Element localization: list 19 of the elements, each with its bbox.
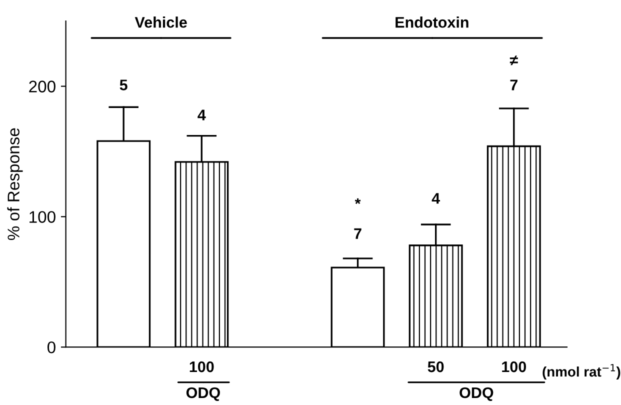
y-axis-title: % of Response (7, 128, 23, 240)
x-tick-label: 50 (428, 361, 444, 372)
text: ODQ (186, 387, 220, 401)
y-tick-label: 0 (47, 341, 56, 354)
text: (nmol rat$^{−1}$) (542, 364, 620, 380)
x-tick-label: 100 (502, 361, 526, 372)
text: ODQ (460, 387, 494, 401)
annotation: 4 (432, 193, 440, 204)
y-tick-label: 100 (30, 211, 56, 223)
annotation: * (354, 198, 361, 204)
annotation: 7 (354, 228, 362, 239)
annotation: Endotoxin (396, 16, 468, 28)
annotation: 4 (198, 110, 206, 120)
annotation: ≠ (510, 56, 518, 66)
x-tick-label: 100 (190, 361, 214, 372)
annotation: 5 (120, 80, 128, 90)
annotation: Vehicle (134, 16, 187, 28)
y-tick-label: 200 (29, 80, 56, 92)
annotation: 7 (510, 80, 518, 90)
